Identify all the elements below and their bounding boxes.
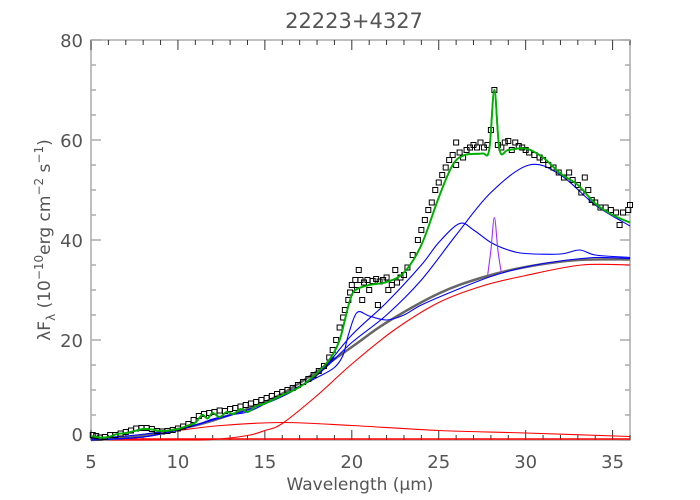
data-point: [418, 227, 425, 233]
data-point: [442, 164, 449, 171]
y-label-main: λF: [35, 321, 55, 341]
data-point: [512, 139, 519, 146]
data-point: [409, 252, 416, 258]
data-point: [505, 138, 512, 144]
y-tick-label: 20: [60, 331, 83, 352]
data-point: [404, 264, 411, 271]
curve-feature-28um: [486, 216, 502, 278]
data-point: [592, 199, 599, 206]
data-point: [383, 274, 390, 281]
data-point: [348, 282, 355, 288]
curve-blackbody-cool: [90, 263, 631, 441]
data-point: [449, 152, 456, 158]
data-point: [446, 157, 453, 163]
y-tick-label: 40: [60, 231, 83, 252]
data-point: [374, 302, 381, 308]
data-point: [216, 407, 223, 414]
data-point: [359, 297, 366, 303]
data-point: [453, 139, 460, 146]
data-point: [227, 406, 234, 412]
y-tick-label: 0: [72, 425, 83, 446]
data-point: [473, 144, 480, 151]
x-tick-label: 35: [601, 452, 624, 473]
data-point: [613, 209, 620, 216]
data-point: [435, 179, 442, 186]
chart-title: 22223+4327: [285, 9, 423, 33]
data-point: [336, 324, 343, 331]
plot-frame: [90, 39, 631, 441]
data-point: [581, 174, 588, 181]
x-tick-label: 5: [85, 452, 96, 473]
observed-points: [89, 87, 633, 441]
data-point: [491, 87, 498, 93]
data-point: [501, 139, 508, 146]
data-point: [439, 172, 446, 178]
curve-component-26um: [90, 222, 631, 441]
curve-continuum: [90, 258, 631, 442]
data-point: [421, 217, 428, 223]
data-point: [616, 222, 623, 228]
curves: [90, 89, 631, 442]
data-point: [388, 282, 395, 288]
data-point: [385, 287, 392, 293]
y-tick-label: 60: [60, 131, 83, 152]
data-point: [578, 189, 585, 196]
y-tick-label: 80: [60, 31, 83, 52]
svg-text:λFλ (10−10erg cm−2 s−1): λFλ (10−10erg cm−2 s−1): [32, 139, 58, 341]
curve-component-21um: [90, 256, 631, 441]
data-point: [432, 187, 439, 193]
y-label-exp3: −1: [32, 146, 46, 164]
y-label-exp2: −2: [32, 178, 46, 196]
data-point: [352, 277, 359, 283]
curve-component-30um: [90, 163, 631, 441]
data-point: [555, 169, 562, 176]
data-point: [477, 139, 484, 146]
data-point: [333, 337, 340, 343]
x-tick-label: 25: [427, 452, 450, 473]
y-label-close: ): [35, 139, 55, 146]
y-label-unit1: erg cm: [35, 196, 55, 255]
x-tick-label: 15: [253, 452, 276, 473]
data-point: [627, 202, 633, 208]
x-tick-label: 20: [340, 452, 363, 473]
data-point: [414, 237, 421, 243]
data-point: [566, 169, 573, 176]
x-axis-label: Wavelength (μm): [287, 475, 434, 495]
data-point: [585, 187, 592, 193]
data-point: [366, 287, 373, 293]
y-label-exp1: −10: [32, 255, 46, 280]
data-point: [620, 209, 627, 216]
data-point: [607, 207, 614, 213]
data-point: [425, 207, 432, 213]
data-point: [355, 267, 362, 273]
curve-total-fit-overlay: [90, 89, 631, 439]
data-point: [392, 267, 399, 273]
x-tick-label: 30: [514, 452, 537, 473]
data-point: [232, 405, 239, 411]
y-label-unit2: s: [35, 163, 55, 177]
y-label-paren: (10: [35, 280, 55, 314]
data-point: [242, 402, 249, 408]
y-label-sub: λ: [44, 314, 58, 321]
y-axis-label: λFλ (10−10erg cm−2 s−1): [32, 139, 58, 341]
axes: 5 10 15 20 25 30 35 0 20 40 60 80: [60, 31, 631, 473]
data-point: [247, 400, 254, 407]
data-point: [574, 182, 581, 188]
data-point: [315, 368, 322, 374]
data-point: [394, 279, 401, 286]
data-point: [89, 432, 96, 438]
data-point: [550, 164, 557, 171]
data-point: [320, 363, 327, 369]
data-point: [456, 149, 463, 156]
x-tick-label: 10: [166, 452, 189, 473]
data-point: [428, 199, 435, 206]
